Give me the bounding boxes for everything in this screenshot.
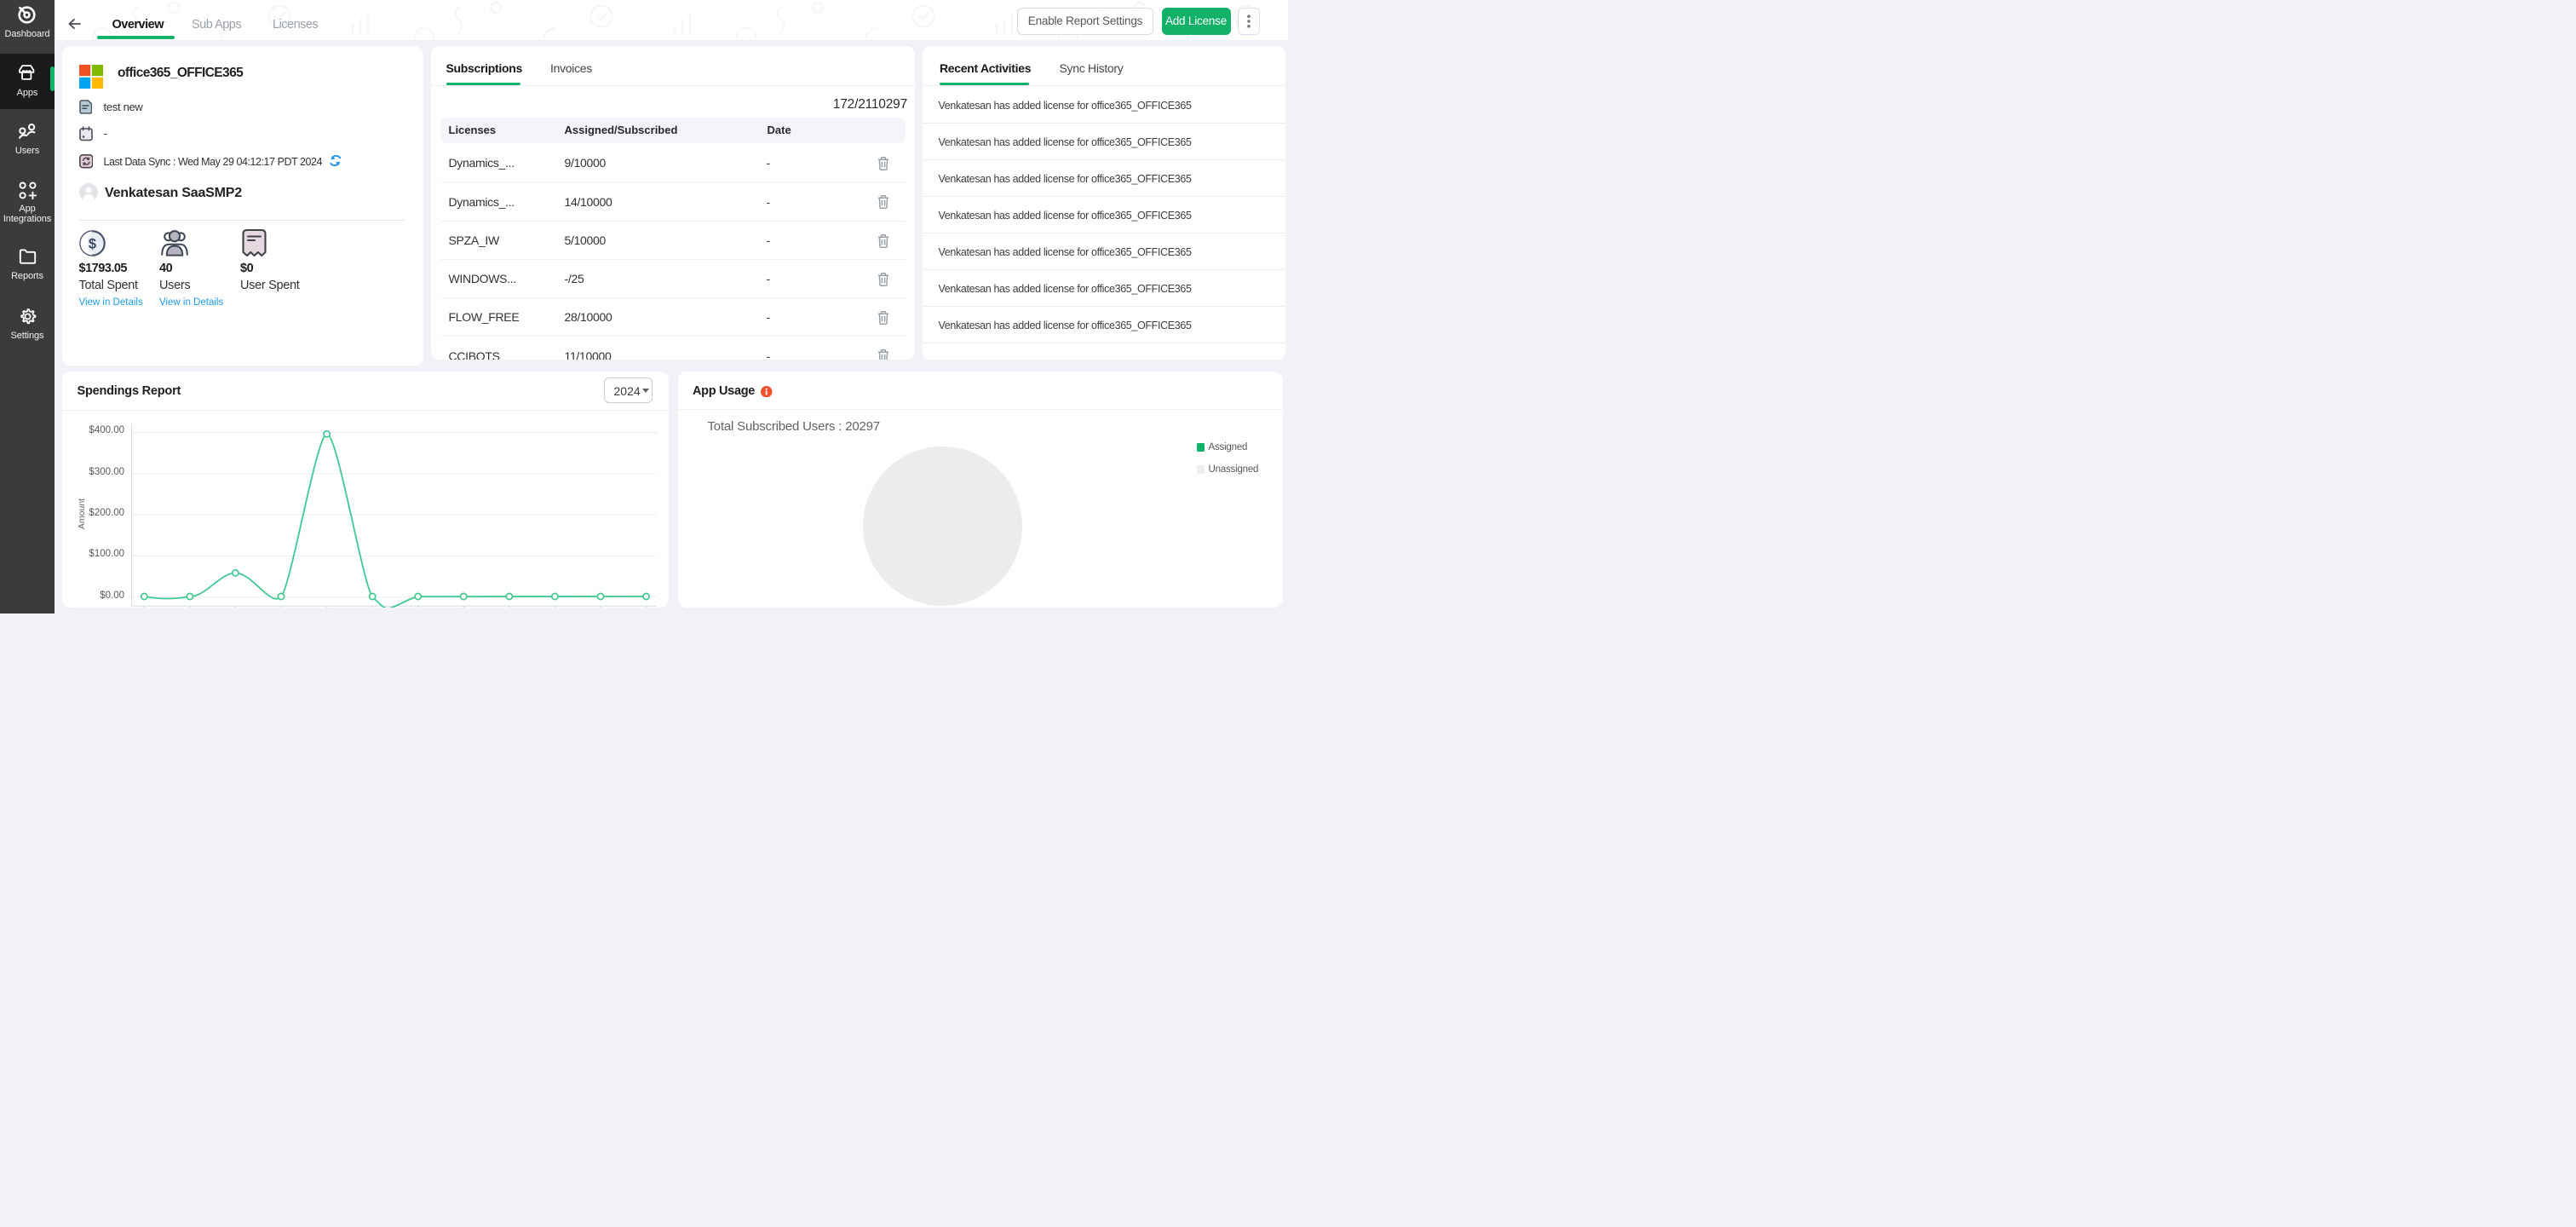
svg-text:$: $ bbox=[88, 236, 95, 251]
